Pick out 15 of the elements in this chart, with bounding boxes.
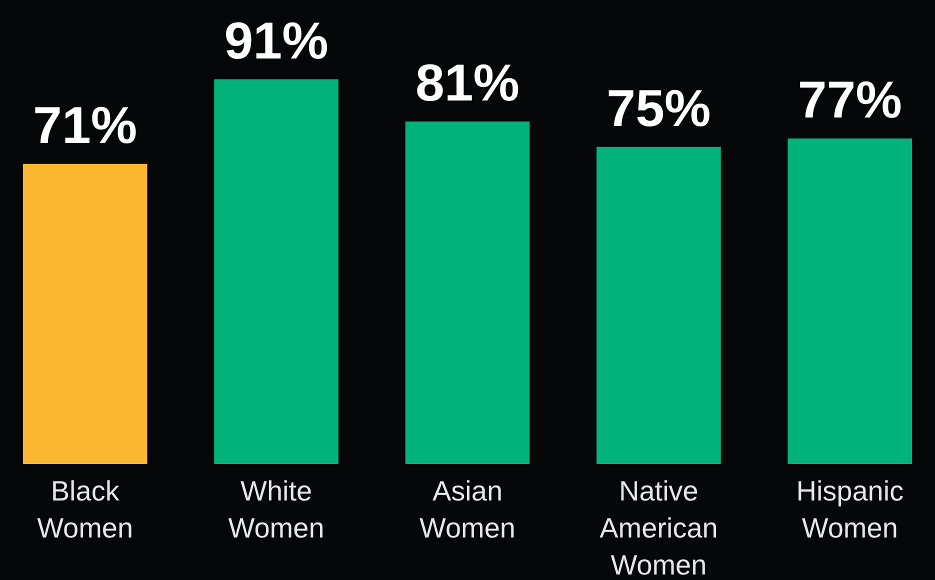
bar — [788, 138, 912, 464]
x-tick-label: White Women — [228, 476, 324, 544]
data-label: 77% — [798, 71, 902, 130]
data-label: 91% — [224, 12, 328, 70]
bar — [22, 164, 148, 464]
data-label: 81% — [415, 54, 520, 113]
x-tick-label: Native American Women — [600, 476, 718, 580]
x-tick-label: Asian Women — [420, 476, 516, 544]
bar — [596, 146, 721, 464]
data-label: 71% — [33, 96, 138, 155]
bar — [214, 79, 338, 464]
x-tick-label: Hispanic Women — [796, 476, 904, 544]
bar — [405, 122, 530, 464]
x-tick-label: Black Women — [37, 476, 134, 544]
data-label: 75% — [606, 80, 711, 138]
